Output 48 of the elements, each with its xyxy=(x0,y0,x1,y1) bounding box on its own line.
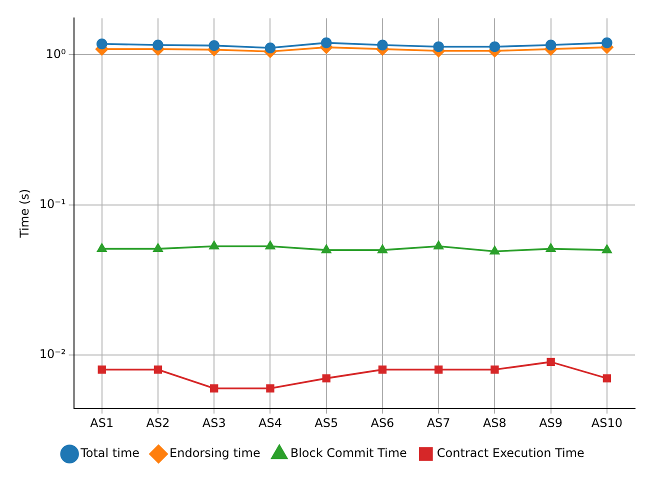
point xyxy=(320,37,332,48)
y-tick-label: 10⁰ xyxy=(46,46,66,61)
x-tick-label: AS9 xyxy=(539,416,563,430)
y-tick-label: 10⁻² xyxy=(39,347,66,362)
x-tick-label: AS2 xyxy=(146,416,170,430)
point xyxy=(96,38,108,50)
point xyxy=(265,240,276,250)
point xyxy=(546,358,555,366)
point xyxy=(266,384,274,392)
y-tick-label: 10⁻¹ xyxy=(39,197,66,211)
point xyxy=(490,246,500,255)
point xyxy=(602,244,612,254)
point xyxy=(433,41,444,52)
x-tick-label: AS8 xyxy=(482,416,506,430)
point xyxy=(210,384,218,392)
legend-label: Contract Execution Time xyxy=(436,446,584,460)
point xyxy=(322,244,332,254)
point xyxy=(602,37,612,48)
point xyxy=(209,240,219,250)
point xyxy=(377,40,388,50)
x-tick-label: AS4 xyxy=(258,416,282,430)
legend-label: Block Commit Time xyxy=(290,446,407,460)
x-tick-label: AS1 xyxy=(90,416,114,430)
x-tick-label: AS10 xyxy=(591,416,622,430)
point xyxy=(264,42,276,54)
point xyxy=(322,374,330,382)
point xyxy=(490,366,499,374)
point xyxy=(378,244,388,254)
legend-label: Total time xyxy=(80,446,140,460)
x-tick-label: AS7 xyxy=(426,416,450,430)
point xyxy=(434,366,443,374)
point xyxy=(545,40,556,50)
point xyxy=(489,41,500,52)
point xyxy=(154,366,162,374)
point xyxy=(152,40,164,50)
x-tick-label: AS3 xyxy=(202,416,226,430)
point xyxy=(208,40,220,51)
point xyxy=(153,243,163,252)
point xyxy=(602,374,612,382)
point xyxy=(434,240,444,250)
legend-label: Endorsing time xyxy=(170,446,260,460)
point xyxy=(546,243,556,252)
point xyxy=(98,366,106,374)
x-tick-label: AS6 xyxy=(370,416,394,430)
point xyxy=(378,366,387,374)
x-tick-label: AS5 xyxy=(314,416,338,430)
y-axis-title: Time (s) xyxy=(17,189,32,239)
point xyxy=(97,243,107,252)
